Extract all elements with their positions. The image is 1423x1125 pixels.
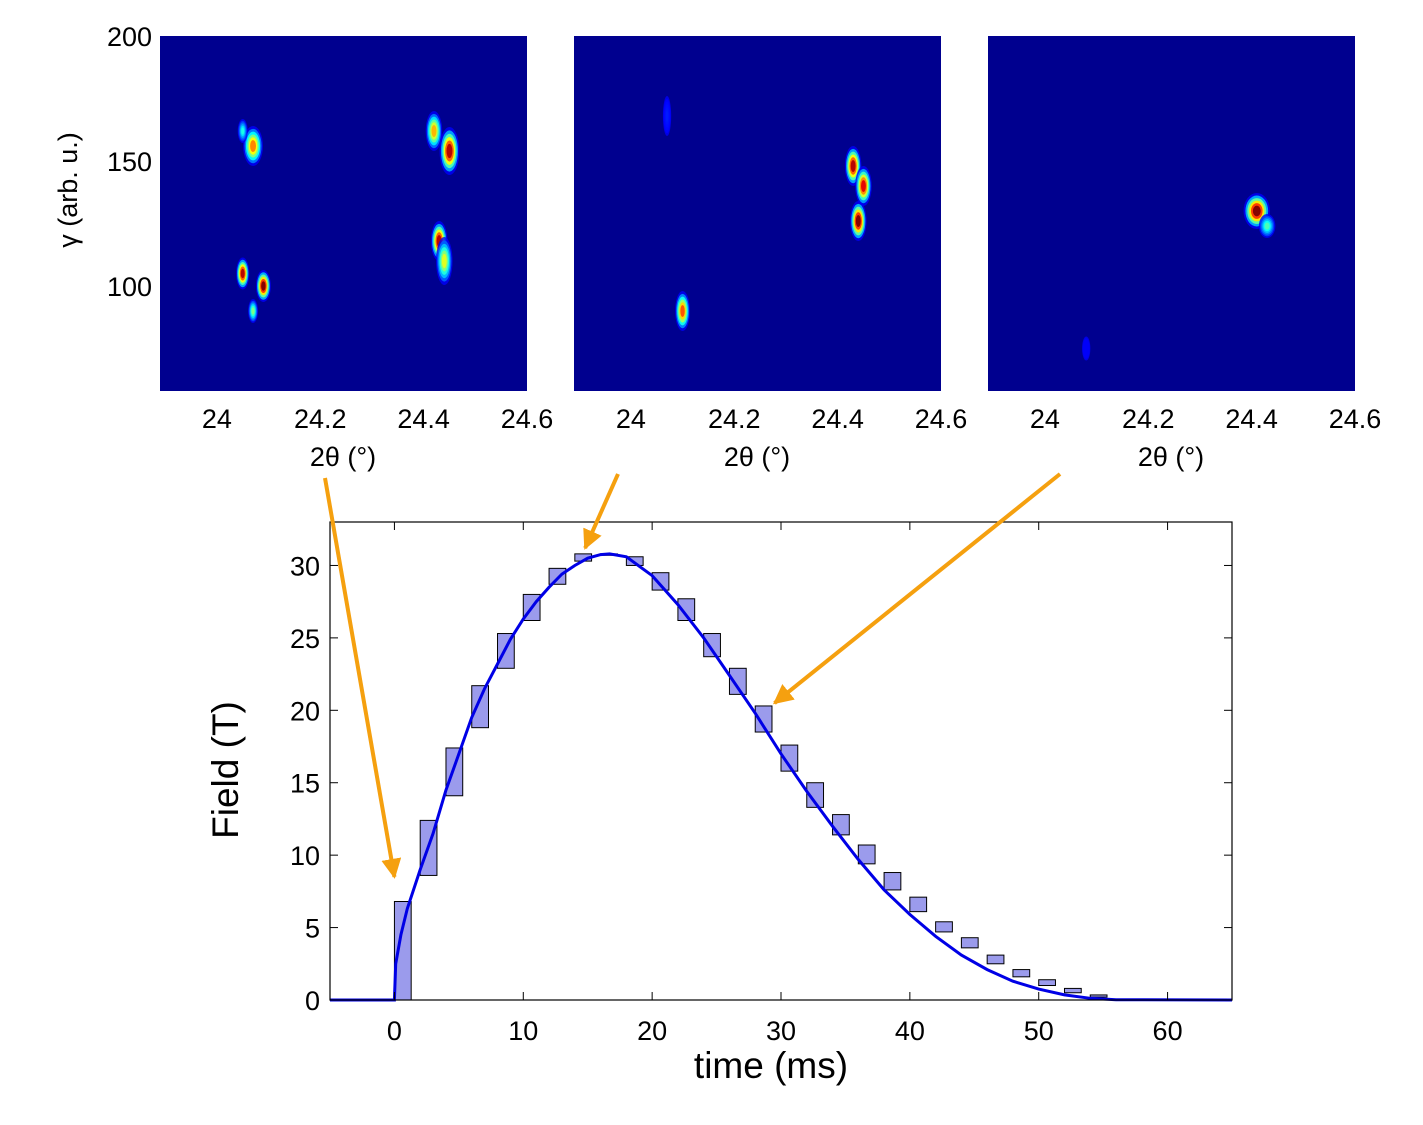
exposure-box: [986, 954, 1005, 965]
heatmap-2-xtick-label: 24.6: [915, 404, 968, 434]
exposure-box: [728, 667, 747, 695]
heatmap-1-blob-4: [251, 307, 255, 315]
xtick-label: 20: [637, 1016, 667, 1046]
ytick-label: 20: [290, 696, 320, 726]
heatmap-1-xtick-label: 24.6: [501, 404, 554, 434]
heatmap-3-xtick-label: 24.4: [1225, 404, 1278, 434]
heatmap-1-blob-6: [446, 143, 453, 159]
heatmap-1-ytick-label: 200: [107, 22, 152, 52]
field-plot-ylabel: Field (T): [205, 701, 246, 839]
heatmap-3-xtick-label: 24.2: [1122, 404, 1175, 434]
heatmap-1-blob-8: [441, 253, 447, 269]
heatmap-1-ytick-label: 100: [107, 272, 152, 302]
exposure-box: [754, 705, 773, 733]
exposure-box: [857, 844, 876, 865]
heatmap-2-xtick-label: 24: [616, 404, 646, 434]
heatmap-3-blob-0: [1252, 205, 1261, 217]
field-plot-xticks: 0 10 20 30 40 50 60: [387, 522, 1183, 1046]
xtick-label: 30: [766, 1016, 796, 1046]
heatmap-1-ytick-label: 150: [107, 147, 152, 177]
ytick-label: 5: [305, 914, 320, 944]
heatmap-2-xlabel: 2θ (°): [724, 442, 790, 472]
connector-arrow-3: [772, 472, 1062, 705]
ytick-label: 25: [290, 624, 320, 654]
xtick-label: 50: [1024, 1016, 1054, 1046]
exposure-box: [1038, 979, 1056, 987]
ytick-label: 0: [305, 986, 320, 1016]
heatmap-1-blobs: [236, 111, 460, 323]
field-plot: 0 10 20 30 40 50 60 0 5 10 15 20 25 30 time (ms) Fie…: [205, 521, 1233, 1086]
heatmap-1-xtick-label: 24.4: [397, 404, 450, 434]
field-curve: [330, 552, 1233, 1002]
heatmap-3-background: [988, 36, 1355, 391]
field-plot-yticks: 0 5 10 15 20 25 30: [290, 551, 1232, 1016]
ytick-label: 30: [290, 551, 320, 581]
heatmap-2-blobs: [662, 96, 872, 331]
exposure-box: [471, 685, 489, 729]
heatmap-1-xtick-label: 24.2: [294, 404, 347, 434]
field-plot-boxes: [393, 553, 1108, 1001]
heatmap-2-xticks: 24 24.2 24.4 24.6: [616, 404, 967, 434]
heatmap-1-ylabel: γ (arb. u.): [53, 132, 83, 248]
heatmap-1-yticks: 100 150 200: [107, 22, 152, 302]
xtick-label: 0: [387, 1016, 402, 1046]
heatmap-2-xtick-label: 24.4: [811, 404, 864, 434]
exposure-box: [806, 782, 825, 808]
heatmap-panel-3: 24 24.2 24.4 24.6 2θ (°): [988, 36, 1381, 472]
exposure-box: [1012, 969, 1031, 978]
connector-arrow-1: [323, 477, 402, 879]
heatmap-1-xlabel: 2θ (°): [310, 442, 376, 472]
exposure-box: [677, 598, 696, 621]
heatmap-3-xticks: 24 24.2 24.4 24.6: [1030, 404, 1381, 434]
ytick-label: 10: [290, 841, 320, 871]
heatmap-1-blob-0: [250, 140, 256, 152]
heatmap-3-xtick-label: 24.6: [1329, 404, 1382, 434]
exposure-box: [909, 896, 928, 913]
exposure-box: [1089, 994, 1108, 998]
heatmap-panel-2: 24 24.2 24.4 24.6 2θ (°): [574, 36, 967, 472]
heatmap-1-blob-2: [240, 268, 245, 279]
heatmap-2-background: [574, 36, 941, 391]
exposure-box: [883, 872, 902, 891]
heatmap-1-background: [160, 36, 527, 391]
exposure-box: [651, 572, 670, 591]
heatmap-2-xtick-label: 24.2: [708, 404, 761, 434]
heatmap-2-blob-0: [665, 110, 669, 122]
exposure-box: [780, 744, 799, 772]
heatmap-3-xtick-label: 24: [1030, 404, 1060, 434]
ytick-label: 15: [290, 769, 320, 799]
heatmap-1-xticks: 24 24.2 24.4 24.6: [202, 404, 553, 434]
exposure-box: [548, 567, 567, 585]
heatmap-1-xtick-label: 24: [202, 404, 232, 434]
heatmap-3-blob-2: [1084, 344, 1088, 353]
field-plot-xlabel: time (ms): [694, 1045, 848, 1086]
heatmap-panel-1: 24 24.2 24.4 24.6 100 150 200 2θ (°) γ (arb. …: [53, 22, 553, 472]
heatmap-1-blob-3: [261, 281, 266, 291]
connector-arrow-2: [583, 473, 620, 550]
heatmap-1-blob-5: [431, 125, 437, 137]
heatmap-3-blobs: [1082, 193, 1276, 361]
heatmap-3-xlabel: 2θ (°): [1138, 442, 1204, 472]
heatmap-2-blob-3: [855, 215, 861, 227]
exposure-box: [703, 633, 721, 658]
heatmap-3-blob-1: [1264, 222, 1270, 230]
xtick-label: 60: [1153, 1016, 1183, 1046]
heatmap-2-blob-2: [861, 180, 866, 192]
exposure-box: [960, 937, 979, 949]
heatmap-1-blob-1: [241, 127, 245, 135]
xtick-label: 10: [508, 1016, 538, 1046]
xtick-label: 40: [895, 1016, 925, 1046]
exposure-box: [1063, 987, 1082, 994]
connector-arrows: [323, 472, 1062, 879]
heatmap-2-blob-4: [680, 305, 685, 317]
exposure-box: [935, 921, 953, 933]
exposure-box: [445, 747, 464, 797]
heatmap-2-blob-1: [850, 160, 856, 172]
